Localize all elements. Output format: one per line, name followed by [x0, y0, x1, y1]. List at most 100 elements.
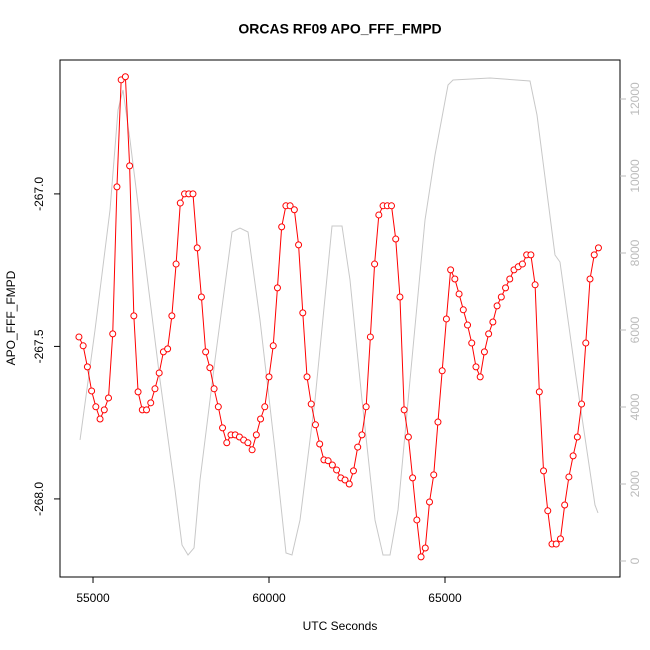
point	[434, 418, 442, 426]
point	[493, 302, 501, 310]
point	[480, 348, 488, 356]
point	[485, 330, 493, 338]
chart-title: ORCAS RF09 APO_FFF_FMPD	[238, 21, 441, 37]
point	[193, 244, 201, 252]
point	[442, 315, 450, 323]
point	[147, 399, 155, 407]
point	[358, 431, 366, 439]
point	[421, 544, 429, 552]
point	[130, 312, 138, 320]
point	[278, 223, 286, 231]
y-tick-label: -267.5	[32, 329, 46, 363]
point	[349, 467, 357, 475]
y2-tick-label: 8000	[628, 239, 642, 266]
y-tick-label: -267.0	[32, 177, 46, 211]
point	[333, 466, 341, 474]
point	[109, 330, 117, 338]
point	[468, 339, 476, 347]
point	[311, 421, 319, 429]
point	[273, 284, 281, 292]
point	[168, 312, 176, 320]
point	[113, 183, 121, 191]
point	[290, 206, 298, 214]
x-tick-label: 60000	[252, 591, 286, 605]
point	[464, 321, 472, 329]
point	[189, 190, 197, 198]
y2-tick-label: 4000	[628, 393, 642, 420]
point	[96, 415, 104, 423]
point	[121, 73, 129, 81]
point	[202, 348, 210, 356]
y-axis-label: APO_FFF_FMPD	[4, 270, 18, 365]
point	[578, 400, 586, 408]
point	[341, 476, 349, 484]
y2-tick-label: 0	[628, 557, 642, 564]
point	[92, 403, 100, 411]
point	[506, 275, 514, 283]
point	[552, 540, 560, 548]
point	[497, 293, 505, 301]
point	[197, 293, 205, 301]
point	[417, 553, 425, 561]
point	[261, 403, 269, 411]
point	[83, 363, 91, 371]
point	[345, 480, 353, 488]
point	[540, 467, 548, 475]
point	[565, 473, 573, 481]
point	[362, 403, 370, 411]
point	[316, 440, 324, 448]
y2-tick-label: 6000	[628, 316, 642, 343]
point	[286, 202, 294, 210]
point	[324, 457, 332, 465]
point	[257, 415, 265, 423]
point	[472, 363, 480, 371]
point	[409, 474, 417, 482]
point	[295, 241, 303, 249]
point	[164, 345, 172, 353]
point	[303, 373, 311, 381]
point	[172, 260, 180, 268]
point	[582, 339, 590, 347]
point	[252, 431, 260, 439]
x-axis-label: UTC Seconds	[303, 619, 378, 633]
point	[396, 293, 404, 301]
point	[354, 443, 362, 451]
y2-tick-label: 10000	[628, 159, 642, 193]
point	[594, 244, 602, 252]
point	[590, 251, 598, 259]
point	[219, 424, 227, 432]
point	[155, 369, 163, 377]
point	[451, 275, 459, 283]
point	[75, 333, 83, 341]
point	[134, 388, 142, 396]
point	[79, 342, 87, 350]
point	[299, 309, 307, 317]
point	[105, 394, 113, 402]
point	[387, 202, 395, 210]
point	[371, 260, 379, 268]
point	[556, 535, 564, 543]
x-tick-label: 65000	[428, 591, 462, 605]
point	[447, 266, 455, 274]
point	[392, 235, 400, 243]
point	[476, 373, 484, 381]
point	[404, 433, 412, 441]
point	[400, 406, 408, 414]
y2-tick-label: 2000	[628, 470, 642, 497]
point	[527, 251, 535, 259]
point	[223, 439, 231, 447]
point	[459, 306, 467, 314]
point	[126, 162, 134, 170]
point	[206, 364, 214, 372]
point	[569, 452, 577, 460]
point	[518, 260, 526, 268]
point	[426, 498, 434, 506]
point	[535, 388, 543, 396]
point	[586, 275, 594, 283]
point	[366, 333, 374, 341]
point	[100, 406, 108, 414]
point	[176, 199, 184, 207]
